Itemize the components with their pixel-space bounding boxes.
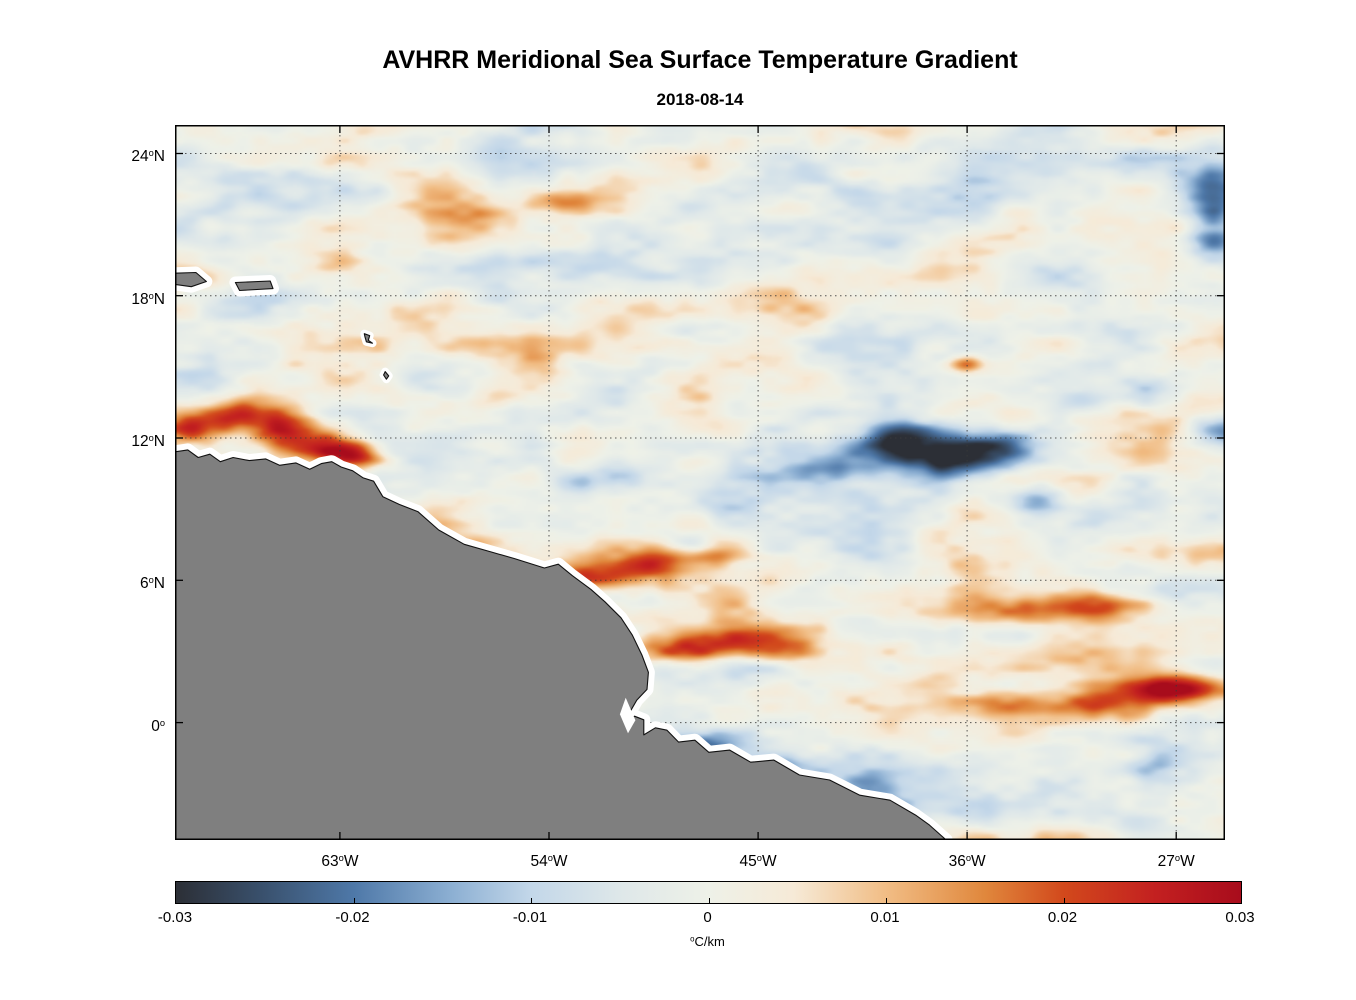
colorbar-tick-mark xyxy=(886,898,887,903)
colorbar-tick-label: -0.01 xyxy=(512,909,548,926)
y-axis-tick-label: 0o xyxy=(151,717,165,735)
colorbar-tick-label: 0.01 xyxy=(870,909,900,926)
colorbar-tick-mark xyxy=(531,898,532,903)
colorbar-unit-label: oC/km xyxy=(690,934,725,949)
degree-symbol: o xyxy=(148,575,154,586)
x-axis-tick-label: 54oW xyxy=(530,853,568,871)
colorbar-tick-label: -0.03 xyxy=(157,909,193,926)
y-axis-tick-label: 18oN xyxy=(131,290,165,308)
map-plot xyxy=(175,125,1225,840)
x-axis-tick-label: 63oW xyxy=(321,853,359,871)
chart-subtitle: 2018-08-14 xyxy=(656,90,744,109)
y-axis-tick-label: 12oN xyxy=(131,433,165,451)
colorbar xyxy=(175,881,1242,904)
colorbar-tick-label: -0.02 xyxy=(335,909,370,926)
colorbar-tick-mark xyxy=(1063,898,1065,903)
degree-symbol: o xyxy=(159,717,165,728)
degree-symbol: o xyxy=(690,934,695,944)
land-south-america xyxy=(175,449,947,840)
degree-symbol: o xyxy=(148,433,154,444)
island-guadeloupe xyxy=(363,333,374,344)
degree-symbol: o xyxy=(148,290,154,301)
colorbar-tick-label: 0.02 xyxy=(1047,909,1078,926)
plot-border xyxy=(175,125,1225,840)
map-overlay xyxy=(175,125,1225,840)
colorbar-tick-mark xyxy=(708,898,710,903)
y-axis-tick-label: 24oN xyxy=(131,148,165,166)
amazon-river-mouth xyxy=(619,697,636,734)
degree-symbol: o xyxy=(547,853,553,863)
y-axis-tick-label: 6oN xyxy=(140,575,165,593)
colorbar-tick-mark xyxy=(353,898,355,903)
x-axis-tick-label: 36oW xyxy=(948,853,986,871)
x-axis-tick-label: 27oW xyxy=(1157,853,1195,871)
degree-symbol: o xyxy=(338,853,344,863)
colorbar-tick-label: 0 xyxy=(703,909,712,926)
island-hispaniola xyxy=(175,271,207,288)
island-puerto-rico xyxy=(234,280,274,292)
island-martinique xyxy=(383,371,390,380)
x-axis-tick-label: 45oW xyxy=(739,853,777,871)
degree-symbol: o xyxy=(1174,853,1181,863)
colorbar-tick-label: 0.03 xyxy=(1225,909,1255,926)
chart-title: AVHRR Meridional Sea Surface Temperature… xyxy=(382,46,1018,74)
degree-symbol: o xyxy=(148,148,154,159)
degree-symbol: o xyxy=(756,853,762,863)
degree-symbol: o xyxy=(965,853,972,863)
